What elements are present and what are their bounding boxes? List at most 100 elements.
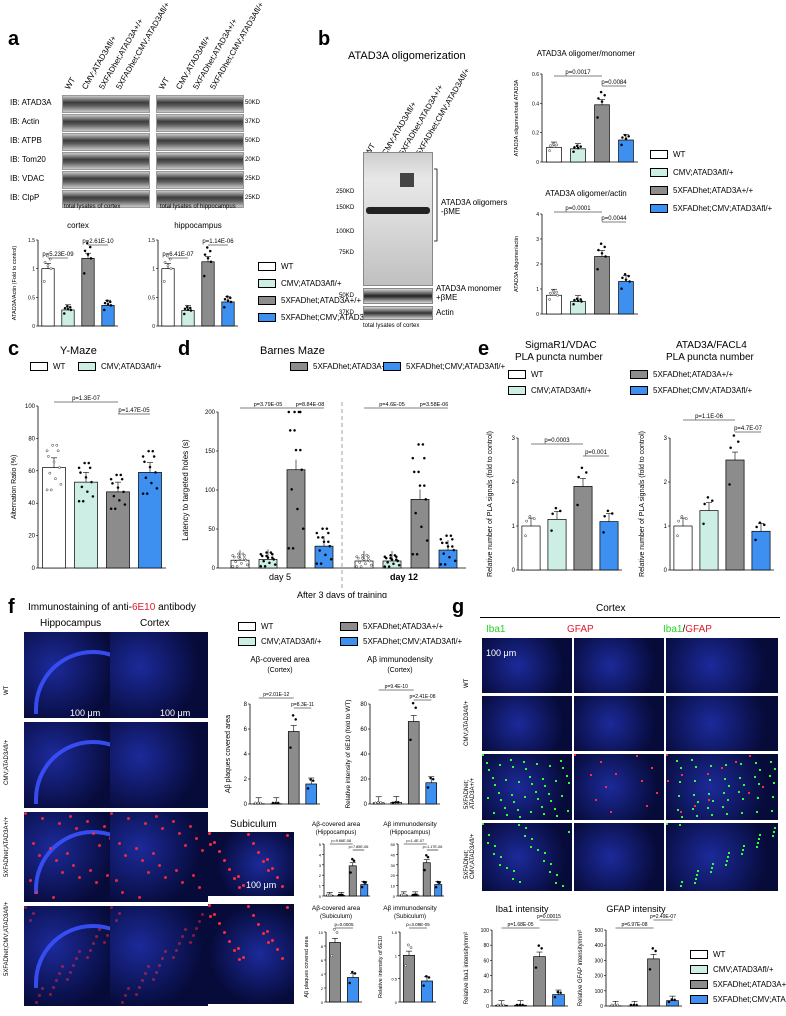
mw-marker: 100KD bbox=[336, 229, 355, 235]
y-tick-label: 0 bbox=[395, 1000, 398, 1005]
data-point bbox=[229, 300, 233, 304]
chart-title: (Hippocampus) bbox=[316, 830, 357, 836]
chart-g-iba1: 0 20 40 60 80 100 Relative Iba1 intensity/mm² p… bbox=[464, 904, 568, 1010]
data-point bbox=[56, 449, 60, 453]
data-point bbox=[670, 998, 674, 1001]
data-point bbox=[166, 264, 170, 267]
data-point bbox=[274, 801, 277, 805]
bar bbox=[230, 559, 250, 569]
blot-band bbox=[156, 190, 244, 208]
chart-title: Aβ-covered area bbox=[312, 821, 361, 828]
chart-c-ymaze: 0 20 40 60 80 100 Alternation Ratio (%) p=1.3E-… bbox=[11, 396, 166, 572]
data-point bbox=[145, 492, 149, 495]
legend-swatch bbox=[650, 168, 668, 178]
mw-marker: 250KD bbox=[336, 189, 355, 195]
y-tick-label: 20 bbox=[483, 989, 489, 995]
data-point bbox=[409, 738, 412, 742]
p-value: p=2.01E-12 bbox=[263, 692, 289, 698]
data-point bbox=[555, 143, 558, 147]
legend-g-wt: WT bbox=[690, 950, 725, 960]
data-point bbox=[80, 485, 84, 489]
legend-swatch bbox=[340, 622, 358, 632]
data-point bbox=[389, 556, 392, 560]
legend-b-cmv: CMV;ATAD3Afl/+ bbox=[650, 168, 734, 178]
kd-marker: 50KD bbox=[245, 138, 261, 144]
data-point bbox=[147, 449, 150, 453]
panel-label-g: g bbox=[452, 596, 465, 618]
legend-f-wt: WT bbox=[238, 622, 273, 632]
hippocampus-image bbox=[24, 632, 122, 718]
p-value: p=0.001 bbox=[585, 450, 608, 456]
panel-e-title1: SigmaR1/VDAC bbox=[525, 340, 597, 351]
data-point bbox=[151, 449, 155, 453]
data-point bbox=[115, 473, 118, 477]
y-tick-label: 500 bbox=[595, 928, 604, 934]
hippocampus-image bbox=[24, 906, 122, 1006]
data-point bbox=[231, 565, 235, 568]
data-point bbox=[627, 135, 630, 138]
data-point bbox=[623, 272, 627, 276]
data-point bbox=[228, 296, 232, 300]
data-point bbox=[276, 801, 280, 805]
data-point bbox=[65, 305, 69, 308]
data-point bbox=[532, 517, 536, 520]
bar bbox=[751, 530, 771, 571]
bar bbox=[573, 486, 593, 571]
data-point bbox=[45, 449, 49, 453]
data-point bbox=[109, 304, 113, 307]
bar bbox=[221, 301, 235, 327]
p-value: p=1.4E-07 bbox=[406, 839, 424, 843]
data-point bbox=[364, 562, 367, 566]
data-point bbox=[423, 868, 426, 872]
data-point bbox=[163, 260, 167, 264]
kd-marker: 20KD bbox=[245, 157, 261, 163]
data-point bbox=[105, 299, 109, 303]
data-point bbox=[318, 549, 321, 552]
data-point bbox=[240, 562, 243, 565]
data-point bbox=[293, 429, 296, 432]
subiculum-label: Subiculum bbox=[230, 819, 277, 830]
data-point bbox=[109, 507, 113, 511]
data-point bbox=[186, 308, 190, 311]
y-tick-label: 1 bbox=[512, 524, 516, 530]
legend-swatch bbox=[290, 362, 308, 372]
row-label: WT bbox=[464, 678, 470, 688]
blot-band bbox=[156, 133, 244, 151]
data-point bbox=[225, 295, 229, 298]
p-value: p=8.3E-11 bbox=[291, 702, 314, 708]
data-point bbox=[291, 547, 295, 550]
y-tick-label: 0 bbox=[536, 312, 539, 318]
data-point bbox=[235, 565, 239, 568]
y-tick-label: 1 bbox=[32, 267, 35, 273]
data-point bbox=[648, 968, 652, 971]
bar bbox=[305, 783, 318, 805]
data-point bbox=[732, 434, 736, 437]
data-point bbox=[417, 443, 420, 446]
blot-band bbox=[156, 171, 244, 189]
data-point bbox=[364, 881, 367, 884]
data-point bbox=[525, 519, 528, 523]
data-point bbox=[635, 1003, 638, 1007]
legend-swatch bbox=[650, 204, 668, 214]
data-point bbox=[63, 306, 67, 310]
data-point bbox=[624, 278, 628, 281]
panel-label-b: b bbox=[318, 28, 331, 50]
y-axis-label: Relative intensity of 6E10 bbox=[378, 936, 384, 998]
data-point bbox=[300, 468, 304, 472]
legend-c-cmv: CMV;ATAD3Afl/+ bbox=[78, 362, 162, 372]
data-point bbox=[654, 949, 657, 953]
data-point bbox=[599, 242, 603, 246]
bar bbox=[403, 954, 415, 1003]
data-point bbox=[453, 559, 457, 563]
actin-label-b: Actin bbox=[436, 308, 454, 317]
data-point bbox=[439, 537, 443, 541]
ib-label: IB: VDAC bbox=[10, 174, 45, 183]
mw-marker: 50KD bbox=[339, 293, 355, 299]
data-point bbox=[262, 559, 265, 563]
data-point bbox=[155, 487, 159, 490]
data-point bbox=[667, 1000, 671, 1004]
data-point bbox=[83, 461, 86, 465]
data-point bbox=[351, 857, 354, 861]
y-axis-label: Relative intensity of 6E10 (fold to WT) bbox=[345, 699, 352, 808]
